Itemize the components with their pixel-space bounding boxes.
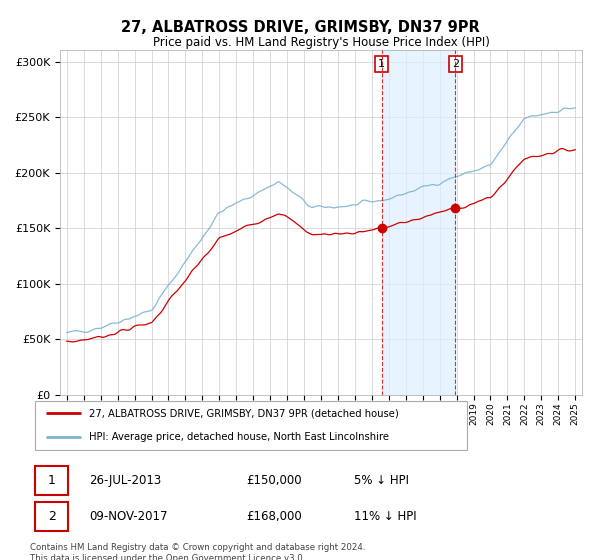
- Text: 1: 1: [47, 474, 56, 487]
- Text: 2: 2: [452, 59, 459, 69]
- Text: 09-NOV-2017: 09-NOV-2017: [89, 510, 168, 523]
- Text: 5% ↓ HPI: 5% ↓ HPI: [354, 474, 409, 487]
- FancyBboxPatch shape: [35, 465, 68, 495]
- Text: 27, ALBATROSS DRIVE, GRIMSBY, DN37 9PR (detached house): 27, ALBATROSS DRIVE, GRIMSBY, DN37 9PR (…: [89, 408, 399, 418]
- Text: 1: 1: [378, 59, 385, 69]
- Text: HPI: Average price, detached house, North East Lincolnshire: HPI: Average price, detached house, Nort…: [89, 432, 389, 442]
- FancyBboxPatch shape: [35, 402, 467, 450]
- Text: £150,000: £150,000: [246, 474, 302, 487]
- Text: 26-JUL-2013: 26-JUL-2013: [89, 474, 161, 487]
- Text: 2: 2: [47, 510, 56, 523]
- Text: Contains HM Land Registry data © Crown copyright and database right 2024.
This d: Contains HM Land Registry data © Crown c…: [30, 543, 365, 560]
- Title: Price paid vs. HM Land Registry's House Price Index (HPI): Price paid vs. HM Land Registry's House …: [152, 36, 490, 49]
- Text: £168,000: £168,000: [246, 510, 302, 523]
- Text: 27, ALBATROSS DRIVE, GRIMSBY, DN37 9PR: 27, ALBATROSS DRIVE, GRIMSBY, DN37 9PR: [121, 20, 479, 35]
- FancyBboxPatch shape: [35, 502, 68, 531]
- Text: 11% ↓ HPI: 11% ↓ HPI: [354, 510, 416, 523]
